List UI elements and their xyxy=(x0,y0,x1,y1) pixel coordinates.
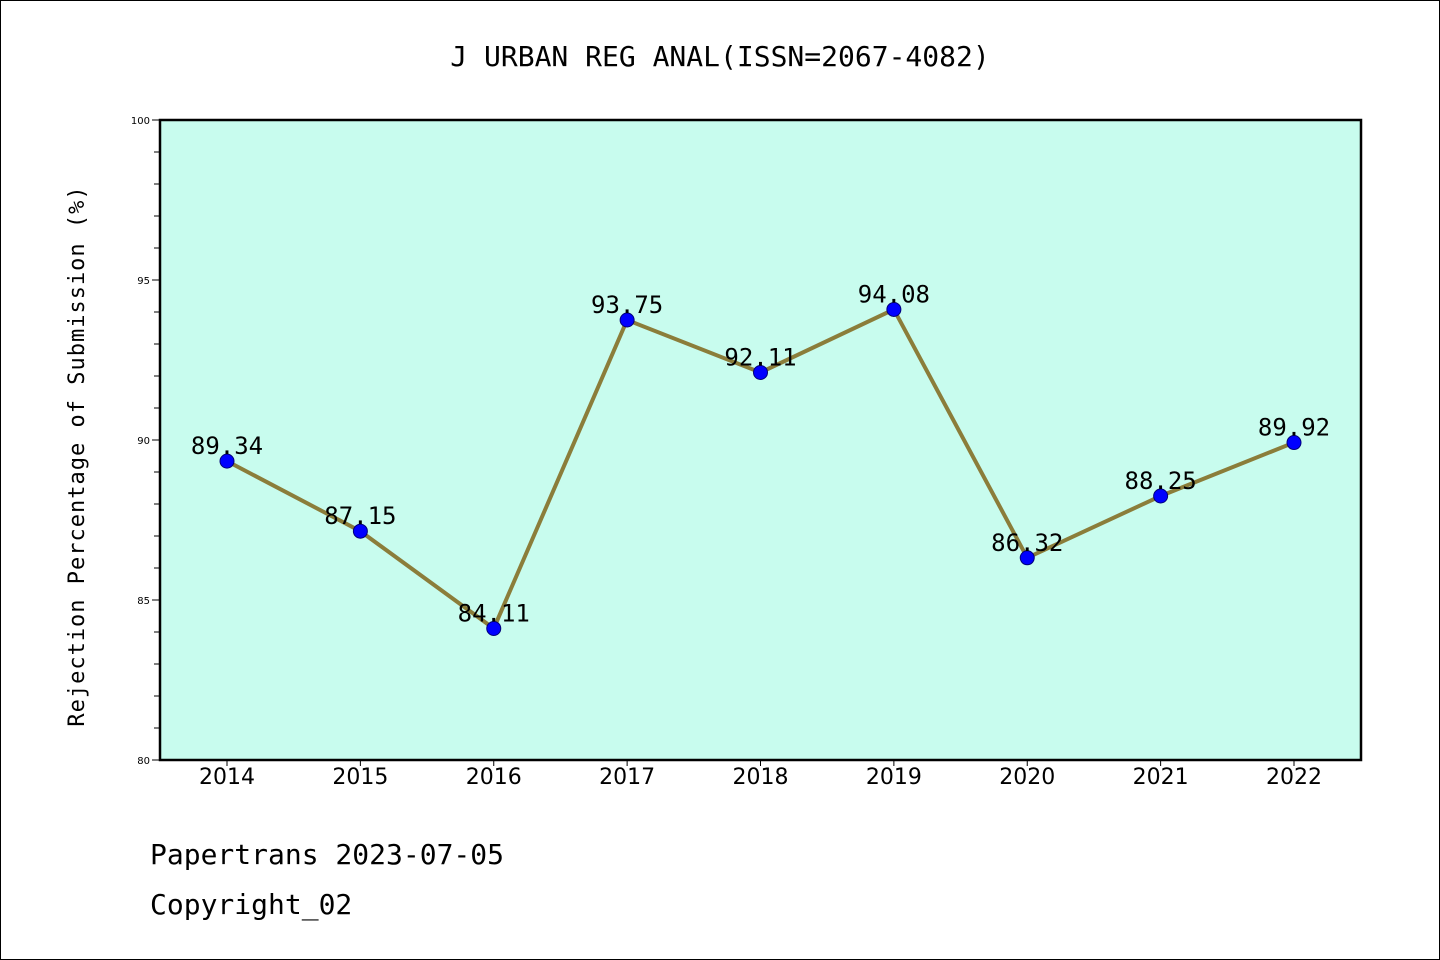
data-point xyxy=(619,312,635,328)
data-point xyxy=(219,453,235,469)
y-axis: 80 85 90 95 100 xyxy=(131,116,160,767)
chart-title: J URBAN REG ANAL(ISSN=2067-4082) xyxy=(450,40,989,73)
data-point xyxy=(352,523,368,539)
y-tick-label: 95 xyxy=(137,276,150,287)
y-tick-label: 100 xyxy=(131,116,150,127)
x-tick-label: 2022 xyxy=(1266,765,1322,790)
data-point xyxy=(1286,435,1302,451)
x-tick-label: 2015 xyxy=(332,765,388,790)
footer-date: Papertrans 2023-07-05 xyxy=(150,838,504,871)
x-tick-label: 2019 xyxy=(866,765,922,790)
data-label: 89.92 xyxy=(1258,414,1330,442)
data-label: 88.25 xyxy=(1125,467,1197,495)
x-tick-label: 2018 xyxy=(733,765,789,790)
x-tick-label: 2016 xyxy=(466,765,522,790)
y-tick-label: 80 xyxy=(137,756,150,767)
plot-border xyxy=(158,118,1363,762)
data-labels: 89.34 87.15 84.11 93.75 92.11 94.08 86.32 88.25… xyxy=(191,280,1330,627)
data-markers xyxy=(219,301,1302,636)
data-label: 89.34 xyxy=(191,432,263,460)
data-point xyxy=(1019,550,1035,566)
y-tick-label: 85 xyxy=(137,596,150,607)
x-tick-label: 2017 xyxy=(599,765,655,790)
data-label: 84.11 xyxy=(458,599,530,627)
x-tick-label: 2014 xyxy=(199,765,255,790)
data-label: 87.15 xyxy=(324,502,396,530)
data-label: 94.08 xyxy=(858,280,930,308)
data-point xyxy=(486,620,502,636)
y-axis-label: Rejection Percentage of Submission (%) xyxy=(65,185,90,726)
data-point xyxy=(753,364,768,380)
data-label: 86.32 xyxy=(991,529,1063,557)
x-tick-label: 2020 xyxy=(999,765,1055,790)
data-label: 92.11 xyxy=(724,343,796,371)
x-axis: 2014 2015 2016 2017 2018 2019 2020 2021 2022 xyxy=(199,760,1322,790)
data-label: 93.75 xyxy=(591,291,663,319)
y-tick-label: 90 xyxy=(137,436,150,447)
x-tick-label: 2021 xyxy=(1133,765,1189,790)
footer-copyright: Copyright_02 xyxy=(150,888,352,922)
plot-area xyxy=(160,120,1361,760)
data-point xyxy=(1153,488,1169,504)
data-point xyxy=(886,301,902,317)
